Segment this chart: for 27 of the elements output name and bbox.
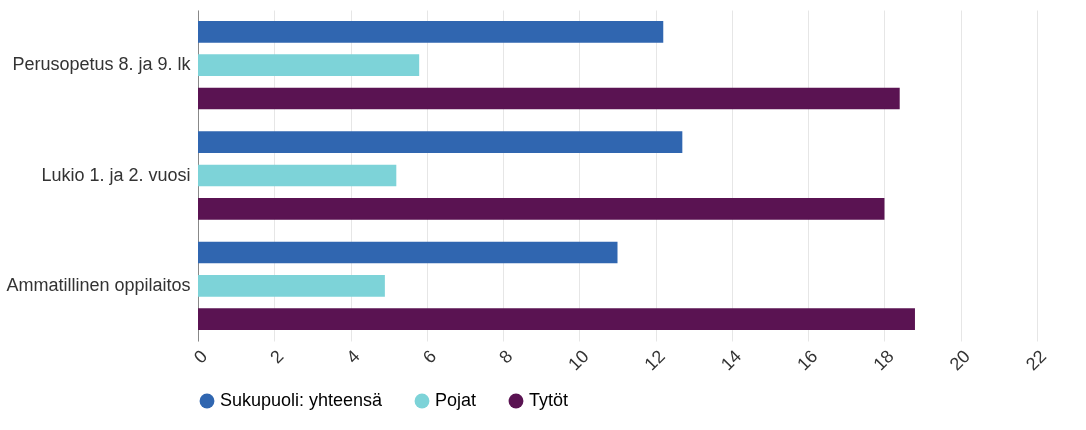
bar: [198, 54, 420, 76]
x-tick-label: 22: [1021, 346, 1051, 375]
x-tick-label: 8: [495, 346, 517, 368]
x-tick-label: 2: [266, 346, 288, 368]
x-tick-label: 10: [564, 346, 593, 375]
x-tick-label: 4: [342, 346, 364, 368]
bar: [198, 241, 618, 264]
y-tick-label: Lukio 1. ja 2. vuosi: [41, 164, 191, 185]
legend-label: Pojat: [435, 390, 477, 410]
bar: [198, 164, 397, 187]
bar: [198, 197, 885, 220]
legend-label: Tytöt: [529, 390, 569, 410]
x-tick-label: 6: [418, 346, 441, 368]
bar: [198, 87, 900, 110]
y-tick-label: Perusopetus 8. ja 9. lk: [12, 54, 192, 75]
x-tick-label: 0: [190, 346, 212, 368]
x-tick-label: 18: [869, 346, 898, 375]
y-tick-label: Ammatillinen oppilaitos: [6, 274, 191, 295]
x-tick-label: 16: [793, 346, 822, 375]
bar: [198, 131, 683, 154]
legend-label: Sukupuoli: yhteensä: [220, 390, 384, 410]
bar: [198, 21, 664, 43]
bar: [198, 275, 385, 297]
bar: [198, 308, 915, 330]
x-tick-label: 20: [945, 346, 974, 375]
x-tick-label: 14: [716, 346, 746, 375]
x-tick-label: 12: [640, 346, 669, 375]
